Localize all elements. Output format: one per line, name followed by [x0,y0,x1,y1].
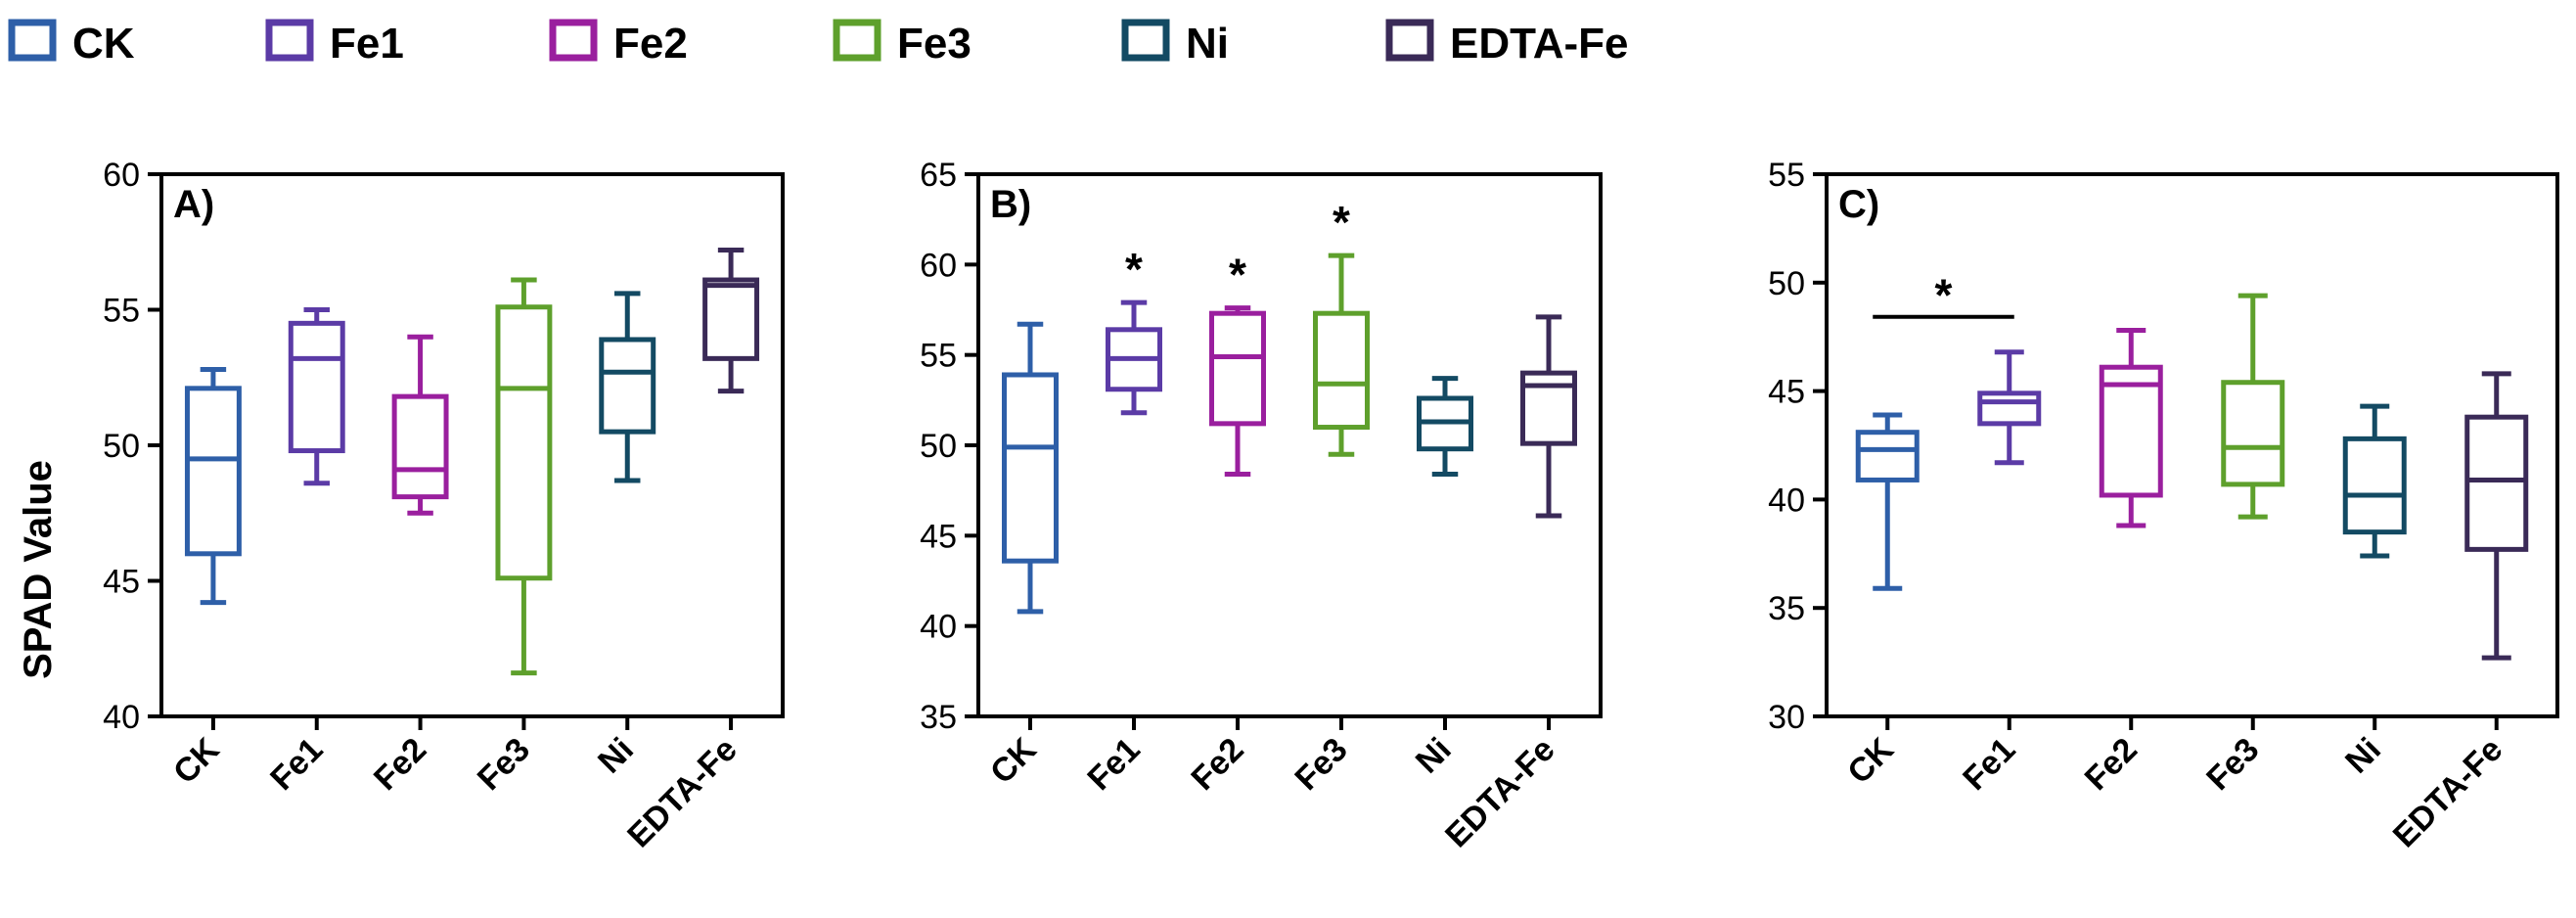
x-tick-label-fe3: Fe3 [2199,731,2266,798]
box-body [1855,430,1920,482]
legend: CK Fe1 Fe2 Fe3 Ni EDTA-Fe [8,19,1629,68]
y-tick-label: 45 [103,564,140,601]
x-tick-label-fe1: Fe1 [1956,731,2022,798]
x-tick-label-ck: CK [983,730,1044,791]
legend-swatch-ni [1121,19,1170,62]
box-fe3 [495,277,553,676]
box-fe1 [1977,349,2042,466]
box-fe2 [2099,328,2163,528]
box-fe2 [391,334,449,516]
y-tick-label: 55 [920,338,957,375]
x-tick-label-edta-fe: EDTA-Fe [2386,731,2510,855]
panel-label: A) [173,183,214,226]
box-body [1313,310,1370,431]
box-body [599,337,656,435]
legend-label-fe3: Fe3 [897,20,972,68]
box-ni [599,291,656,483]
x-tick-label-fe3: Fe3 [471,731,537,798]
box-ni [1417,376,1473,478]
x-tick-label-edta-fe: EDTA-Fe [1438,731,1562,855]
box-body [702,277,760,361]
x-tick-label-ni: Ni [1409,731,1459,781]
box-body [2099,364,2163,498]
box-body [184,386,242,557]
box-body [391,393,449,500]
x-tick-label-fe1: Fe1 [263,731,330,798]
y-tick-label: 45 [920,518,957,555]
box-ck [184,366,242,606]
x-tick-label-ni: Ni [2338,731,2388,781]
legend-swatch-edta-fe [1385,19,1434,62]
y-tick-label: 65 [920,157,957,194]
y-tick-label: 35 [1768,590,1805,627]
x-tick-label-fe2: Fe2 [1184,731,1250,798]
significance-star: * [1229,250,1246,300]
y-tick-label: 45 [1768,374,1805,411]
y-tick-label: 40 [920,609,957,646]
box-fe3 [1313,252,1370,457]
x-tick-label-ck: CK [1840,730,1901,791]
box-fe2 [1209,305,1266,478]
box-body [1209,310,1266,427]
y-axis-label: SPAD Value [17,460,60,679]
y-tick-label: 30 [1768,699,1805,736]
box-fe3 [2221,293,2285,520]
x-tick-label-fe2: Fe2 [2078,731,2145,798]
y-tick-label: 55 [103,293,140,330]
box-ni [2342,403,2407,559]
y-tick-label: 50 [103,428,140,465]
y-tick-label: 50 [920,428,957,465]
y-tick-label: 60 [920,247,957,284]
box-body [495,304,553,581]
legend-label-edta-fe: EDTA-Fe [1450,20,1629,68]
significance-star: * [1125,244,1143,295]
box-body [2221,380,2285,487]
y-tick-label: 40 [1768,482,1805,519]
box-body [1520,370,1577,446]
box-body [1002,372,1059,564]
box-ck [1002,321,1059,615]
x-tick-label-fe1: Fe1 [1080,731,1147,798]
box-ck [1855,412,1920,591]
box-edta-fe [702,248,760,394]
x-tick-label-fe3: Fe3 [1288,731,1354,798]
panel-label: B) [990,183,1031,226]
legend-swatch-fe2 [549,19,598,62]
legend-label-fe1: Fe1 [330,20,404,68]
box-edta-fe [2464,371,2529,661]
y-tick-label: 35 [920,699,957,736]
x-tick-label-ni: Ni [591,731,641,781]
significance-star: * [1935,270,1953,321]
x-tick-label-fe2: Fe2 [367,731,433,798]
plot-frame [159,172,785,718]
significance-star: * [1333,197,1350,248]
legend-label-fe2: Fe2 [613,20,688,68]
panel-label: C) [1838,183,1879,226]
box-body [2342,436,2407,535]
legend-swatch-ck [8,19,57,62]
x-tick-label-ck: CK [166,730,227,791]
legend-label-ni: Ni [1186,20,1229,68]
plot-frame [1825,172,2559,718]
y-tick-label: 60 [103,157,140,194]
legend-swatch-fe3 [833,19,881,62]
legend-label-ck: CK [72,20,135,68]
y-tick-label: 40 [103,699,140,736]
box-body [2464,414,2529,552]
box-fe1 [288,307,345,486]
box-edta-fe [1520,314,1577,519]
x-tick-label-edta-fe: EDTA-Fe [620,731,745,855]
y-tick-label: 50 [1768,265,1805,302]
box-body [1977,390,2042,427]
legend-swatch-fe1 [265,19,314,62]
plot-frame [976,172,1603,718]
box-body [288,320,345,454]
y-tick-label: 55 [1768,157,1805,194]
box-fe1 [1106,299,1162,416]
